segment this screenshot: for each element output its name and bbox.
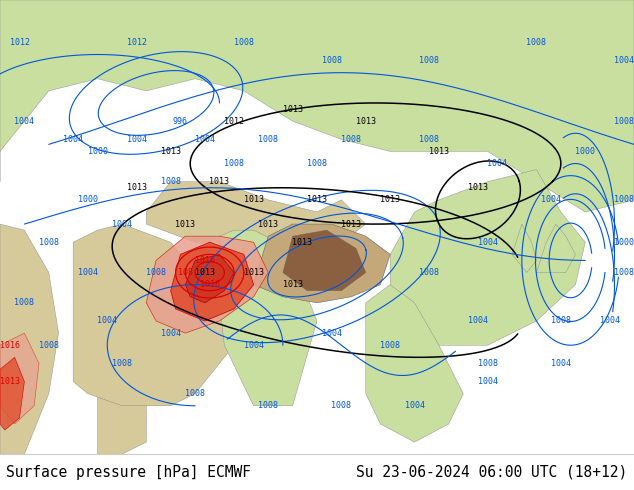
Text: 1004: 1004 <box>321 329 342 338</box>
Text: 1013: 1013 <box>160 147 181 156</box>
Polygon shape <box>254 224 390 303</box>
Text: 1013: 1013 <box>195 268 215 277</box>
Text: 1013: 1013 <box>468 183 488 192</box>
Text: 1013: 1013 <box>380 196 400 204</box>
Text: 1008: 1008 <box>614 117 634 125</box>
Text: 1004: 1004 <box>160 329 181 338</box>
Text: 1004: 1004 <box>477 238 498 247</box>
Text: Su 23-06-2024 06:00 UTC (18+12): Su 23-06-2024 06:00 UTC (18+12) <box>356 465 628 480</box>
Text: 1013: 1013 <box>243 196 264 204</box>
Text: 1008: 1008 <box>332 401 351 410</box>
Text: 1004: 1004 <box>112 220 132 229</box>
Text: 1004: 1004 <box>600 317 619 325</box>
Text: 1004: 1004 <box>243 341 264 350</box>
Text: 1008: 1008 <box>419 135 439 144</box>
Text: 1004: 1004 <box>97 317 117 325</box>
Text: 1013: 1013 <box>283 280 302 289</box>
Text: 1004: 1004 <box>614 56 634 65</box>
Text: 1004: 1004 <box>195 135 215 144</box>
Text: 1004: 1004 <box>78 268 98 277</box>
Text: 1013: 1013 <box>341 220 361 229</box>
Text: 1000: 1000 <box>87 147 108 156</box>
Text: 1012: 1012 <box>10 38 30 47</box>
Text: 1008: 1008 <box>39 238 59 247</box>
Polygon shape <box>0 333 39 424</box>
Text: 108: 108 <box>178 268 193 277</box>
Text: 1012: 1012 <box>224 117 244 125</box>
Polygon shape <box>390 170 585 345</box>
Polygon shape <box>146 182 366 254</box>
Polygon shape <box>283 230 366 291</box>
Text: 1012: 1012 <box>127 38 146 47</box>
Text: 1004: 1004 <box>477 377 498 386</box>
Text: 1008: 1008 <box>614 196 634 204</box>
Polygon shape <box>536 224 576 272</box>
Polygon shape <box>171 242 254 321</box>
Text: 1013: 1013 <box>127 183 146 192</box>
Text: Surface pressure [hPa] ECMWF: Surface pressure [hPa] ECMWF <box>6 465 251 480</box>
Text: 1008: 1008 <box>419 268 439 277</box>
Text: 1013: 1013 <box>243 268 264 277</box>
Text: 1013: 1013 <box>292 238 313 247</box>
Text: 1008: 1008 <box>234 38 254 47</box>
Text: 1000: 1000 <box>575 147 595 156</box>
Polygon shape <box>185 254 234 303</box>
Text: 1004: 1004 <box>63 135 83 144</box>
Text: 1013: 1013 <box>176 220 195 229</box>
Polygon shape <box>366 285 463 442</box>
Polygon shape <box>512 224 536 272</box>
Text: 1004: 1004 <box>468 317 488 325</box>
Text: 1016: 1016 <box>0 341 20 350</box>
Text: 1004: 1004 <box>15 117 34 125</box>
Text: 1008: 1008 <box>160 177 181 186</box>
Polygon shape <box>0 0 634 212</box>
Text: 1008: 1008 <box>15 298 34 307</box>
Text: 1008: 1008 <box>477 359 498 368</box>
Text: 1008: 1008 <box>39 341 59 350</box>
Text: 1004: 1004 <box>404 401 425 410</box>
Text: 1004: 1004 <box>127 135 146 144</box>
Text: 1013: 1013 <box>307 196 327 204</box>
Polygon shape <box>219 230 317 406</box>
Text: 1008: 1008 <box>307 159 327 168</box>
Polygon shape <box>0 224 58 454</box>
Text: 1008: 1008 <box>258 401 278 410</box>
Text: 1013: 1013 <box>258 220 278 229</box>
Text: 1008: 1008 <box>614 268 634 277</box>
Text: 1008: 1008 <box>526 38 547 47</box>
Text: 1004: 1004 <box>541 196 561 204</box>
Text: 996: 996 <box>173 117 188 125</box>
Text: 1008: 1008 <box>224 159 244 168</box>
Text: 1008: 1008 <box>258 135 278 144</box>
Text: 1008: 1008 <box>380 341 400 350</box>
Text: 1000: 1000 <box>78 196 98 204</box>
Text: 1013: 1013 <box>356 117 376 125</box>
Text: 1013: 1013 <box>209 177 230 186</box>
Text: 1008: 1008 <box>419 56 439 65</box>
Text: 1000: 1000 <box>614 238 634 247</box>
Text: 1004: 1004 <box>551 359 571 368</box>
Text: 1016: 1016 <box>195 256 215 265</box>
Text: 1013: 1013 <box>0 377 20 386</box>
Text: 1004: 1004 <box>488 159 507 168</box>
Text: 1008: 1008 <box>112 359 132 368</box>
Text: 1013: 1013 <box>429 147 449 156</box>
Polygon shape <box>98 382 146 454</box>
Text: 1008: 1008 <box>341 135 361 144</box>
Polygon shape <box>146 236 268 333</box>
Text: 1008: 1008 <box>321 56 342 65</box>
Polygon shape <box>73 224 244 406</box>
Text: 1008: 1008 <box>185 389 205 398</box>
Text: 1016: 1016 <box>200 280 220 289</box>
Polygon shape <box>0 357 24 430</box>
Text: 1008: 1008 <box>551 317 571 325</box>
Text: 1008: 1008 <box>146 268 166 277</box>
Text: 1013: 1013 <box>283 104 302 114</box>
